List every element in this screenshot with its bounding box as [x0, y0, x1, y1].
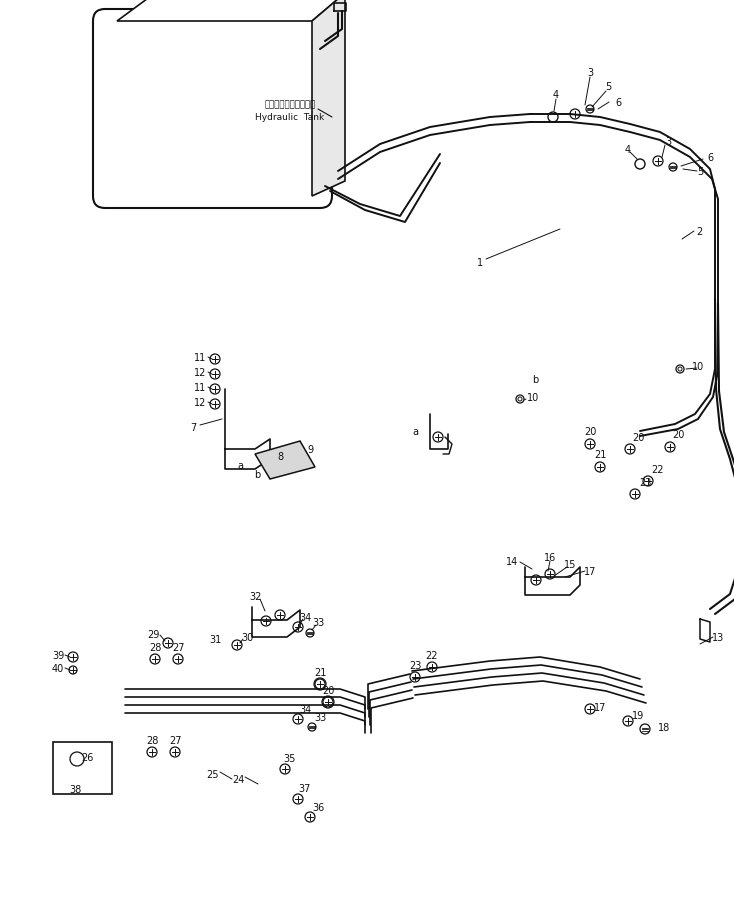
Text: 2: 2 [696, 227, 702, 237]
Text: 36: 36 [312, 802, 324, 812]
Text: 4: 4 [625, 144, 631, 154]
Text: 28: 28 [146, 735, 159, 745]
Text: 18: 18 [658, 722, 670, 732]
Text: 5: 5 [605, 82, 611, 92]
Text: 3: 3 [665, 137, 671, 147]
Text: 20: 20 [632, 433, 644, 442]
Text: 31: 31 [209, 634, 221, 644]
Text: 30: 30 [241, 632, 253, 642]
Text: 17: 17 [584, 566, 596, 576]
Text: 39: 39 [52, 650, 64, 660]
FancyBboxPatch shape [93, 10, 332, 209]
Text: a: a [237, 461, 243, 470]
Text: ハイドロリックタンク: ハイドロリックタンク [264, 100, 316, 109]
Text: 11: 11 [194, 383, 206, 393]
Text: 6: 6 [615, 98, 621, 107]
Text: 5: 5 [697, 167, 703, 177]
Polygon shape [255, 442, 315, 479]
Text: b: b [254, 470, 260, 479]
Polygon shape [117, 0, 345, 22]
Text: 35: 35 [284, 753, 297, 763]
Text: 13: 13 [712, 632, 724, 642]
Text: 40: 40 [52, 664, 64, 674]
Text: 3: 3 [587, 68, 593, 78]
Text: 23: 23 [639, 478, 651, 488]
Text: 7: 7 [190, 423, 196, 433]
Text: 17: 17 [594, 703, 606, 712]
Text: 23: 23 [409, 660, 421, 670]
Text: 6: 6 [707, 153, 713, 163]
Text: 20: 20 [321, 685, 334, 695]
Text: Hydraulic  Tank: Hydraulic Tank [255, 114, 324, 123]
Text: 34: 34 [299, 612, 311, 622]
Text: 22: 22 [652, 464, 664, 474]
Text: 10: 10 [692, 361, 704, 372]
Text: 19: 19 [632, 711, 644, 721]
Text: 10: 10 [527, 393, 539, 403]
Text: 33: 33 [314, 712, 326, 722]
Polygon shape [312, 0, 345, 197]
Text: 37: 37 [299, 783, 311, 793]
Text: 33: 33 [312, 618, 324, 628]
Text: 38: 38 [69, 784, 81, 794]
Text: 4: 4 [553, 90, 559, 100]
Text: b: b [532, 375, 538, 385]
Text: 27: 27 [169, 735, 181, 745]
Text: 27: 27 [172, 642, 184, 652]
Text: a: a [412, 426, 418, 436]
Text: 21: 21 [314, 667, 326, 677]
Text: 32: 32 [249, 591, 261, 601]
Text: 26: 26 [81, 752, 93, 762]
Text: 29: 29 [147, 629, 159, 639]
Text: 8: 8 [277, 452, 283, 461]
Text: 11: 11 [194, 352, 206, 363]
Text: 25: 25 [206, 769, 218, 779]
Text: 34: 34 [299, 704, 311, 714]
Text: 21: 21 [594, 450, 606, 460]
Text: 15: 15 [564, 559, 576, 570]
Text: 12: 12 [194, 397, 206, 407]
Text: 14: 14 [506, 556, 518, 566]
Text: 9: 9 [307, 444, 313, 454]
Text: 16: 16 [544, 553, 556, 563]
Text: 22: 22 [426, 650, 438, 660]
Text: 24: 24 [232, 774, 244, 784]
Text: 28: 28 [149, 642, 161, 652]
Text: 1: 1 [477, 257, 483, 267]
Text: 20: 20 [584, 426, 596, 436]
Text: 20: 20 [672, 430, 684, 440]
FancyBboxPatch shape [53, 742, 112, 794]
Text: 12: 12 [194, 368, 206, 377]
